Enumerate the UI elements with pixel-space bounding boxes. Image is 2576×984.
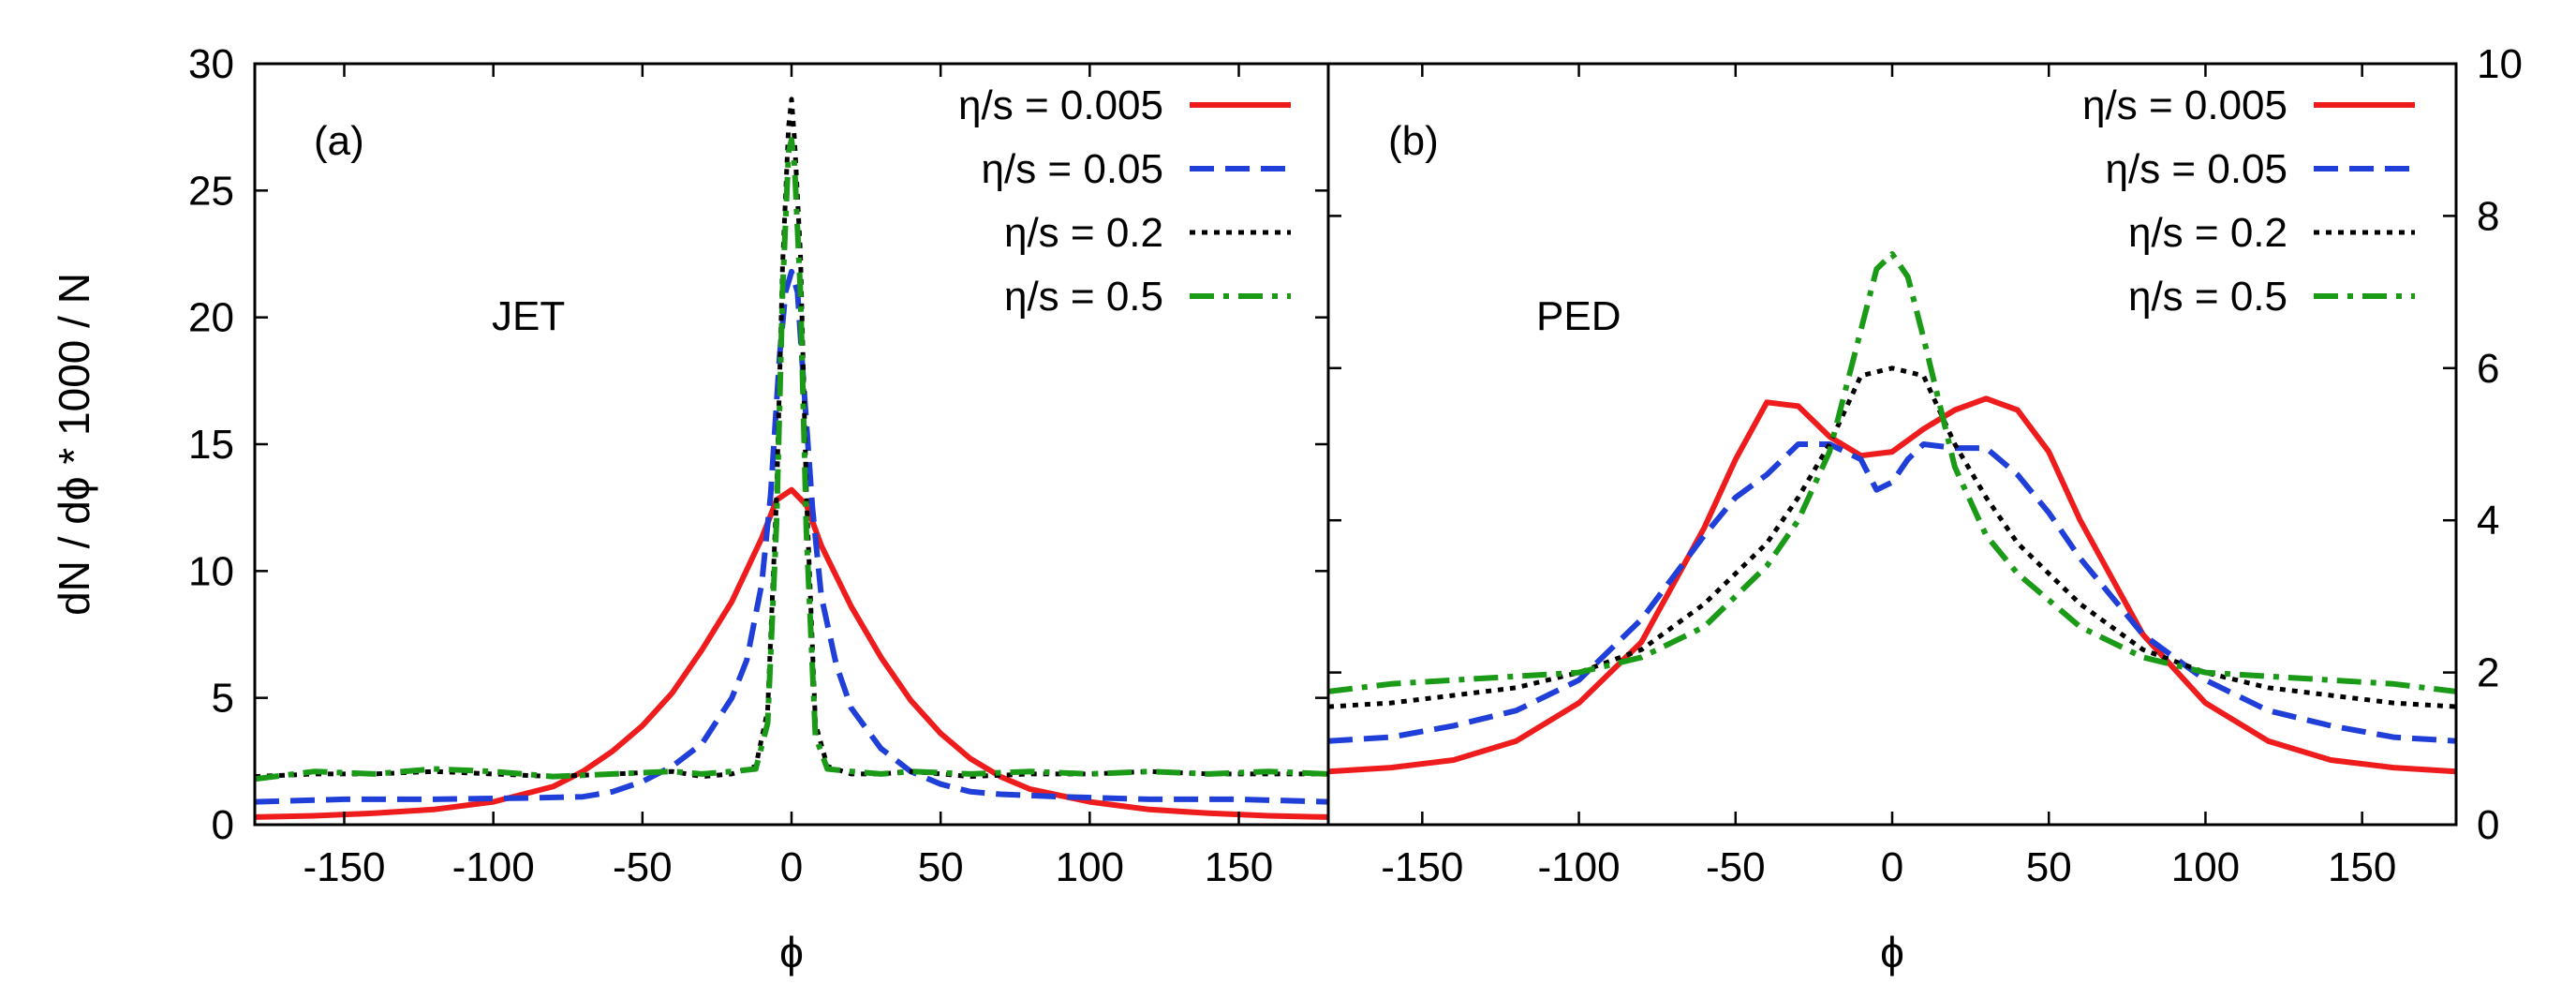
- series-line-dashdot: [1328, 251, 2456, 694]
- panel-a-tag: (a): [314, 118, 364, 164]
- y-tick-label: 30: [188, 41, 234, 87]
- legend-label: η/s = 0.05: [2106, 146, 2287, 192]
- y-tick-label: 0: [2477, 802, 2499, 848]
- legend-label: η/s = 0.005: [958, 82, 1163, 128]
- legend-label: η/s = 0.5: [1004, 274, 1163, 320]
- y-tick-label: 10: [188, 548, 234, 594]
- series-line-solid: [1328, 395, 2456, 775]
- panel-b-name: PED: [1536, 293, 1621, 339]
- y-tick-label: 10: [2477, 41, 2523, 87]
- panel-a-frame: [253, 62, 1330, 827]
- y-tick-label: 8: [2477, 193, 2499, 239]
- y-tick-label: 4: [2477, 498, 2499, 544]
- panel-b-frame: [1326, 62, 2458, 827]
- panel-a-jet: -150 -100 -50 0 50 100 150 0 5 10 15 20 25 30 (a) JET…: [188, 41, 1330, 890]
- x-tick-label: 50: [2026, 844, 2072, 890]
- series-line-dashed: [255, 268, 1328, 805]
- x-tick-label: 0: [1881, 844, 1903, 890]
- x-tick-label: 150: [1205, 844, 1273, 890]
- x-tick-label: 100: [2171, 844, 2240, 890]
- x-tick-label: -50: [613, 844, 673, 890]
- series-line-dotted: [1328, 365, 2456, 709]
- y-tick-label: 15: [188, 422, 234, 468]
- y-tick-label: 0: [212, 802, 234, 848]
- panel-b-tag: (b): [1388, 118, 1439, 164]
- series-line-dashdot: [255, 137, 1328, 783]
- x-tick-label: 0: [780, 844, 803, 890]
- y-tick-label: 5: [212, 676, 234, 722]
- panel-b-ped: -150 -100 -50 0 50 100 150 0 2 4 6 8 10 (b) PED η/s …: [1326, 41, 2523, 890]
- x-tick-label: -100: [452, 844, 535, 890]
- x-axis-label-a: ϕ: [779, 928, 804, 977]
- y-tick-label: 25: [188, 168, 234, 214]
- panel-a-name: JET: [492, 293, 565, 339]
- legend-label: η/s = 0.2: [2128, 210, 2287, 256]
- x-tick-label: 100: [1056, 844, 1124, 890]
- x-tick-label: -100: [1538, 844, 1621, 890]
- x-tick-label: 50: [918, 844, 964, 890]
- legend-label: η/s = 0.5: [2128, 274, 2287, 320]
- y-tick-label: 6: [2477, 346, 2499, 392]
- x-tick-label: -150: [1381, 844, 1463, 890]
- series-line-dashed: [1328, 441, 2456, 744]
- y-tick-label: 2: [2477, 650, 2499, 696]
- series-line-dotted: [255, 97, 1328, 780]
- legend-label: η/s = 0.2: [1004, 210, 1163, 256]
- x-tick-label: -50: [1706, 844, 1766, 890]
- series-line-solid: [255, 486, 1328, 820]
- legend-label: η/s = 0.005: [2082, 82, 2287, 128]
- x-tick-label: 150: [2328, 844, 2396, 890]
- legend-label: η/s = 0.05: [982, 146, 1163, 192]
- y-tick-label: 20: [188, 295, 234, 341]
- x-axis-label-b: ϕ: [1880, 928, 1904, 977]
- x-tick-label: -150: [303, 844, 385, 890]
- y-axis-label: dN / dϕ * 1000 / N: [50, 273, 98, 616]
